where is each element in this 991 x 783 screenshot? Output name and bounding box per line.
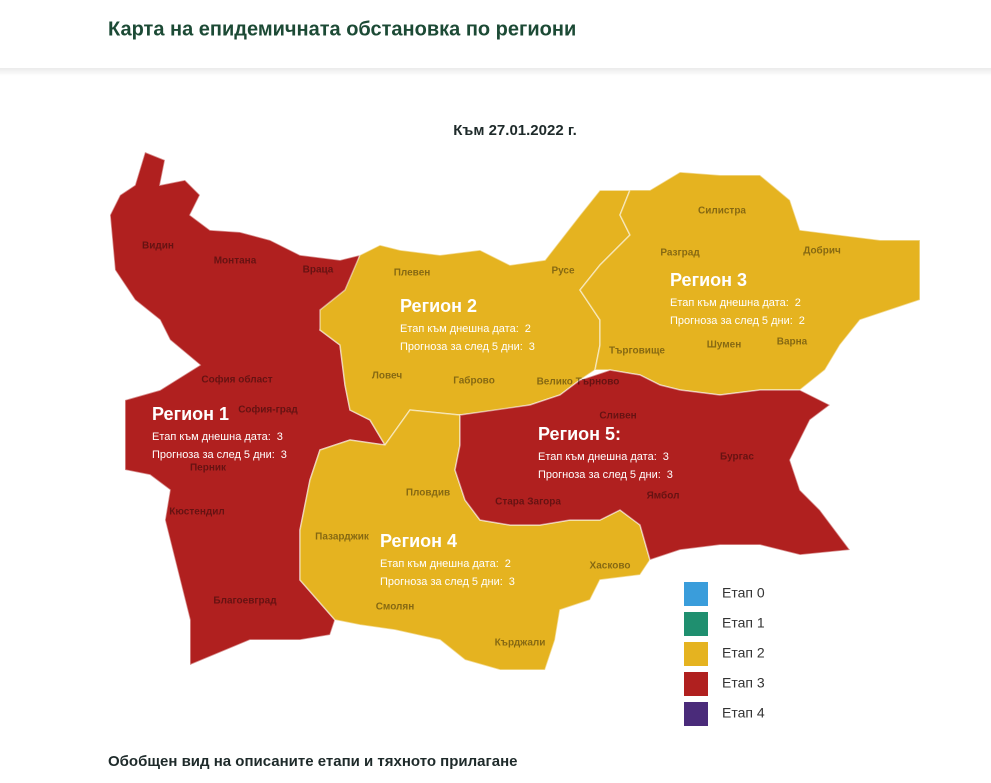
info-label: Прогноза за след 5 дни: [670,315,793,327]
province-label: София-град [238,404,298,416]
region-info: Етап към днешна дата: 2 [380,558,511,570]
legend-label: Етап 4 [722,705,765,721]
province-label: Пловдив [406,488,450,499]
province-label: Добрич [803,245,841,257]
province-label: Пазарджик [315,532,370,543]
info-label: Етап към днешна дата: [380,558,499,570]
region-area [579,171,921,396]
province-label: Силистра [698,206,746,217]
map-date: Към 27.01.2022 г. [453,122,577,139]
info-value: 2 [525,323,531,335]
info-label: Прогноза за след 5 дни: [538,469,661,481]
province-label: Разград [660,248,700,259]
province-label: Монтана [214,256,257,267]
info-value: 3 [509,576,515,588]
legend-label: Етап 1 [722,615,765,631]
header-shadow [0,68,991,76]
legend-swatch [684,642,708,666]
region-info: Етап към днешна дата: 3 [152,431,283,443]
info-value: 2 [795,297,801,309]
info-value: 3 [281,449,287,461]
province-label: Ямбол [647,490,680,502]
province-label: Варна [777,337,808,348]
info-label: Прогноза за след 5 дни: [380,576,503,588]
region-info: Етап към днешна дата: 3 [538,451,669,463]
province-label: Велико Търново [537,377,620,388]
legend-label: Етап 2 [722,645,765,661]
info-value: 2 [799,315,805,327]
province-label: Перник [190,463,227,474]
info-label: Етап към днешна дата: [670,297,789,309]
region-name: Регион 2 [400,296,477,316]
region-info: Етап към днешна дата: 2 [400,323,531,335]
region-info: Прогноза за след 5 дни: 3 [380,576,515,588]
legend-label: Етап 3 [722,675,765,691]
info-label: Етап към днешна дата: [152,431,271,443]
legend-swatch [684,612,708,636]
legend-label: Етап 0 [722,585,765,601]
legend: Етап 0 Етап 1 Етап 2 Етап 3 Етап 4 [684,582,765,726]
info-value: 3 [667,469,673,481]
info-value: 3 [277,431,283,443]
info-label: Етап към днешна дата: [400,323,519,335]
province-label: Ловеч [372,371,402,382]
province-label: Бургас [720,452,754,463]
province-label: Русе [551,266,575,277]
province-label: Смолян [376,602,415,613]
info-value: 3 [529,341,535,353]
region-info: Прогноза за след 5 дни: 3 [400,341,535,353]
region-name: Регион 4 [380,531,457,551]
map: Видин Монтана Враца София област София-град П… [109,150,921,671]
region-info: Прогноза за след 5 дни: 3 [538,469,673,481]
info-label: Прогноза за след 5 дни: [400,341,523,353]
province-label: Кюстендил [169,507,224,518]
region-name: Регион 3 [670,270,747,290]
legend-swatch [684,582,708,606]
region-info: Етап към днешна дата: 2 [670,297,801,309]
info-value: 2 [505,558,511,570]
province-label: Враца [303,265,334,276]
province-label: София област [201,374,272,386]
section-title: Обобщен вид на описаните етапи и тяхното… [108,753,517,770]
province-label: Хасково [590,561,631,572]
page-title: Карта на епидемичната обстановка по реги… [108,18,576,40]
legend-swatch [684,672,708,696]
province-label: Плевен [394,268,431,279]
province-label: Шумен [707,340,741,351]
info-label: Етап към днешна дата: [538,451,657,463]
province-label: Видин [142,241,174,252]
province-label: Габрово [453,375,495,387]
header-bar [0,0,991,68]
province-label: Стара Загора [495,497,561,508]
region-area [454,369,852,561]
province-label: Кърджали [495,638,546,649]
region-info: Прогноза за след 5 дни: 3 [152,449,287,461]
region-info: Прогноза за след 5 дни: 2 [670,315,805,327]
region-name: Регион 1 [152,404,229,424]
province-label: Сливен [599,411,636,422]
info-label: Прогноза за след 5 дни: [152,449,275,461]
region-name: Регион 5: [538,424,621,444]
province-label: Търговище [609,346,665,357]
province-label: Благоевград [213,596,277,607]
legend-swatch [684,702,708,726]
info-value: 3 [663,451,669,463]
